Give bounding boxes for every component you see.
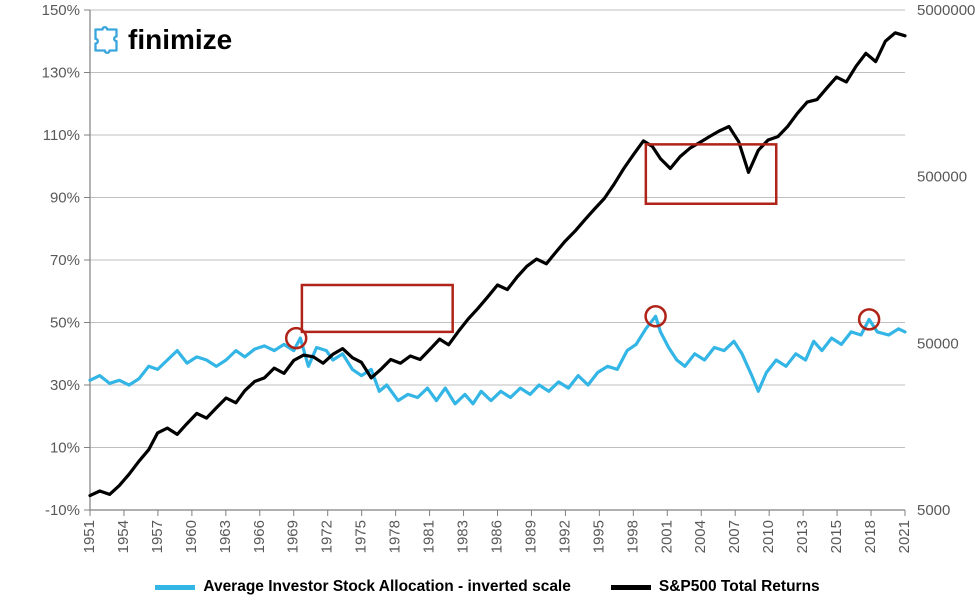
svg-text:2021: 2021: [896, 520, 913, 553]
svg-text:2001: 2001: [658, 520, 675, 553]
svg-text:2018: 2018: [862, 520, 879, 553]
chart-svg: -10% 10% 30% 50% 70% 90% 110% 130% 150% 5000 50000…: [0, 0, 975, 610]
svg-text:2007: 2007: [726, 520, 743, 553]
svg-text:1966: 1966: [251, 520, 268, 553]
svg-text:10%: 10%: [50, 440, 80, 457]
svg-text:1981: 1981: [421, 520, 438, 553]
svg-text:1989: 1989: [522, 520, 539, 553]
svg-text:110%: 110%: [43, 127, 80, 144]
svg-text:5000: 5000: [917, 502, 950, 519]
legend: Average Investor Stock Allocation - inve…: [0, 578, 975, 596]
svg-text:1972: 1972: [319, 520, 336, 553]
svg-text:2010: 2010: [760, 520, 777, 553]
svg-text:30%: 30%: [50, 377, 80, 394]
svg-text:1963: 1963: [217, 520, 234, 553]
svg-text:70%: 70%: [50, 252, 80, 269]
svg-text:1960: 1960: [183, 520, 200, 553]
svg-text:1957: 1957: [149, 520, 166, 553]
svg-text:50000: 50000: [917, 335, 959, 352]
legend-label: Average Investor Stock Allocation - inve…: [203, 578, 571, 596]
svg-text:1983: 1983: [455, 520, 472, 553]
legend-swatch: [611, 585, 651, 590]
svg-text:5000000: 5000000: [917, 2, 975, 19]
svg-text:1975: 1975: [353, 520, 370, 553]
svg-text:1992: 1992: [556, 520, 573, 553]
svg-text:1969: 1969: [285, 520, 302, 553]
svg-text:1978: 1978: [387, 520, 404, 553]
svg-text:2015: 2015: [828, 520, 845, 553]
svg-text:150%: 150%: [42, 2, 80, 19]
brand-logo: finimize: [92, 24, 232, 56]
puzzle-icon: [92, 26, 120, 54]
svg-text:1995: 1995: [590, 520, 607, 553]
legend-swatch: [155, 585, 195, 590]
brand-text: finimize: [128, 24, 232, 56]
svg-text:500000: 500000: [917, 169, 967, 186]
legend-item: Average Investor Stock Allocation - inve…: [155, 578, 571, 596]
svg-text:2013: 2013: [794, 520, 811, 553]
svg-text:1986: 1986: [488, 520, 505, 553]
svg-text:50%: 50%: [50, 315, 80, 332]
legend-item: S&P500 Total Returns: [611, 578, 820, 596]
svg-text:90%: 90%: [50, 190, 80, 207]
chart-container: -10% 10% 30% 50% 70% 90% 110% 130% 150% 5000 50000…: [0, 0, 975, 610]
svg-text:2004: 2004: [692, 520, 709, 553]
svg-text:1951: 1951: [81, 520, 98, 553]
svg-text:1954: 1954: [115, 520, 132, 553]
legend-label: S&P500 Total Returns: [659, 578, 820, 596]
svg-text:130%: 130%: [42, 65, 80, 82]
svg-text:1998: 1998: [624, 520, 641, 553]
svg-text:-10%: -10%: [45, 502, 80, 519]
